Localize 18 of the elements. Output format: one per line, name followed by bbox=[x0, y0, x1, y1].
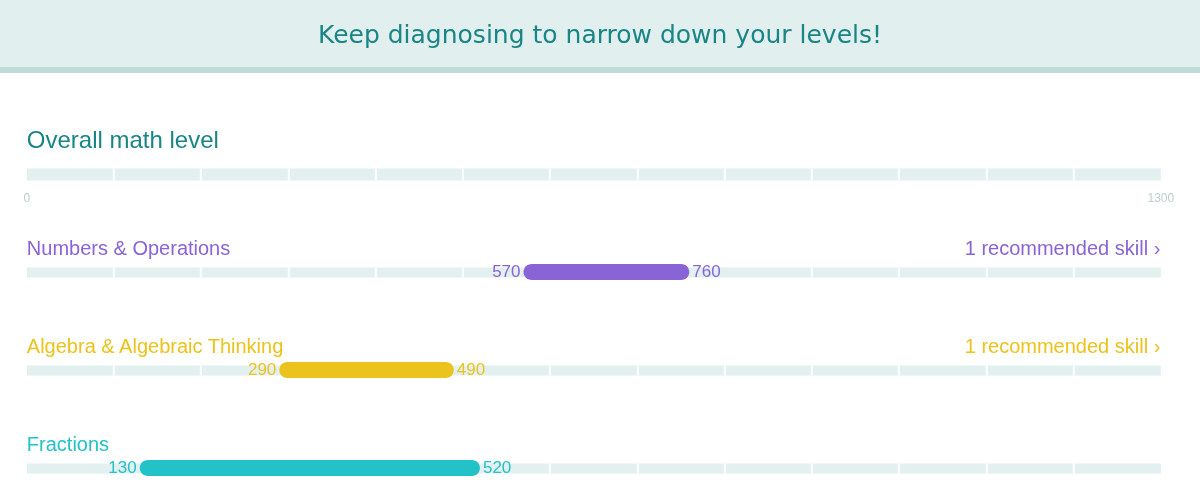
bar bbox=[279, 362, 454, 378]
y-tick-label: Overall math level bbox=[26, 126, 219, 153]
annotation: 490 bbox=[456, 360, 486, 379]
annotation: 520 bbox=[482, 458, 512, 477]
annotation: 760 bbox=[692, 262, 721, 281]
y-tick-label: Algebra & Algebraic Thinking bbox=[26, 335, 284, 357]
annotation: 290 bbox=[247, 360, 277, 379]
annotation: 1 recommended skill › bbox=[964, 237, 1161, 259]
annotation: 130 bbox=[108, 458, 137, 477]
annotation: 570 bbox=[492, 262, 521, 281]
bar bbox=[523, 264, 690, 280]
annotation: 1 recommended skill › bbox=[964, 335, 1161, 357]
bar bbox=[139, 460, 480, 476]
y-tick-label: Numbers & Operations bbox=[26, 237, 231, 259]
x-tick-label: 1300 bbox=[1147, 190, 1175, 205]
y-tick-label: Fractions bbox=[26, 433, 110, 455]
x-tick-label: 0 bbox=[23, 190, 31, 205]
chart-title: Keep diagnosing to narrow down your levels! bbox=[317, 20, 883, 49]
